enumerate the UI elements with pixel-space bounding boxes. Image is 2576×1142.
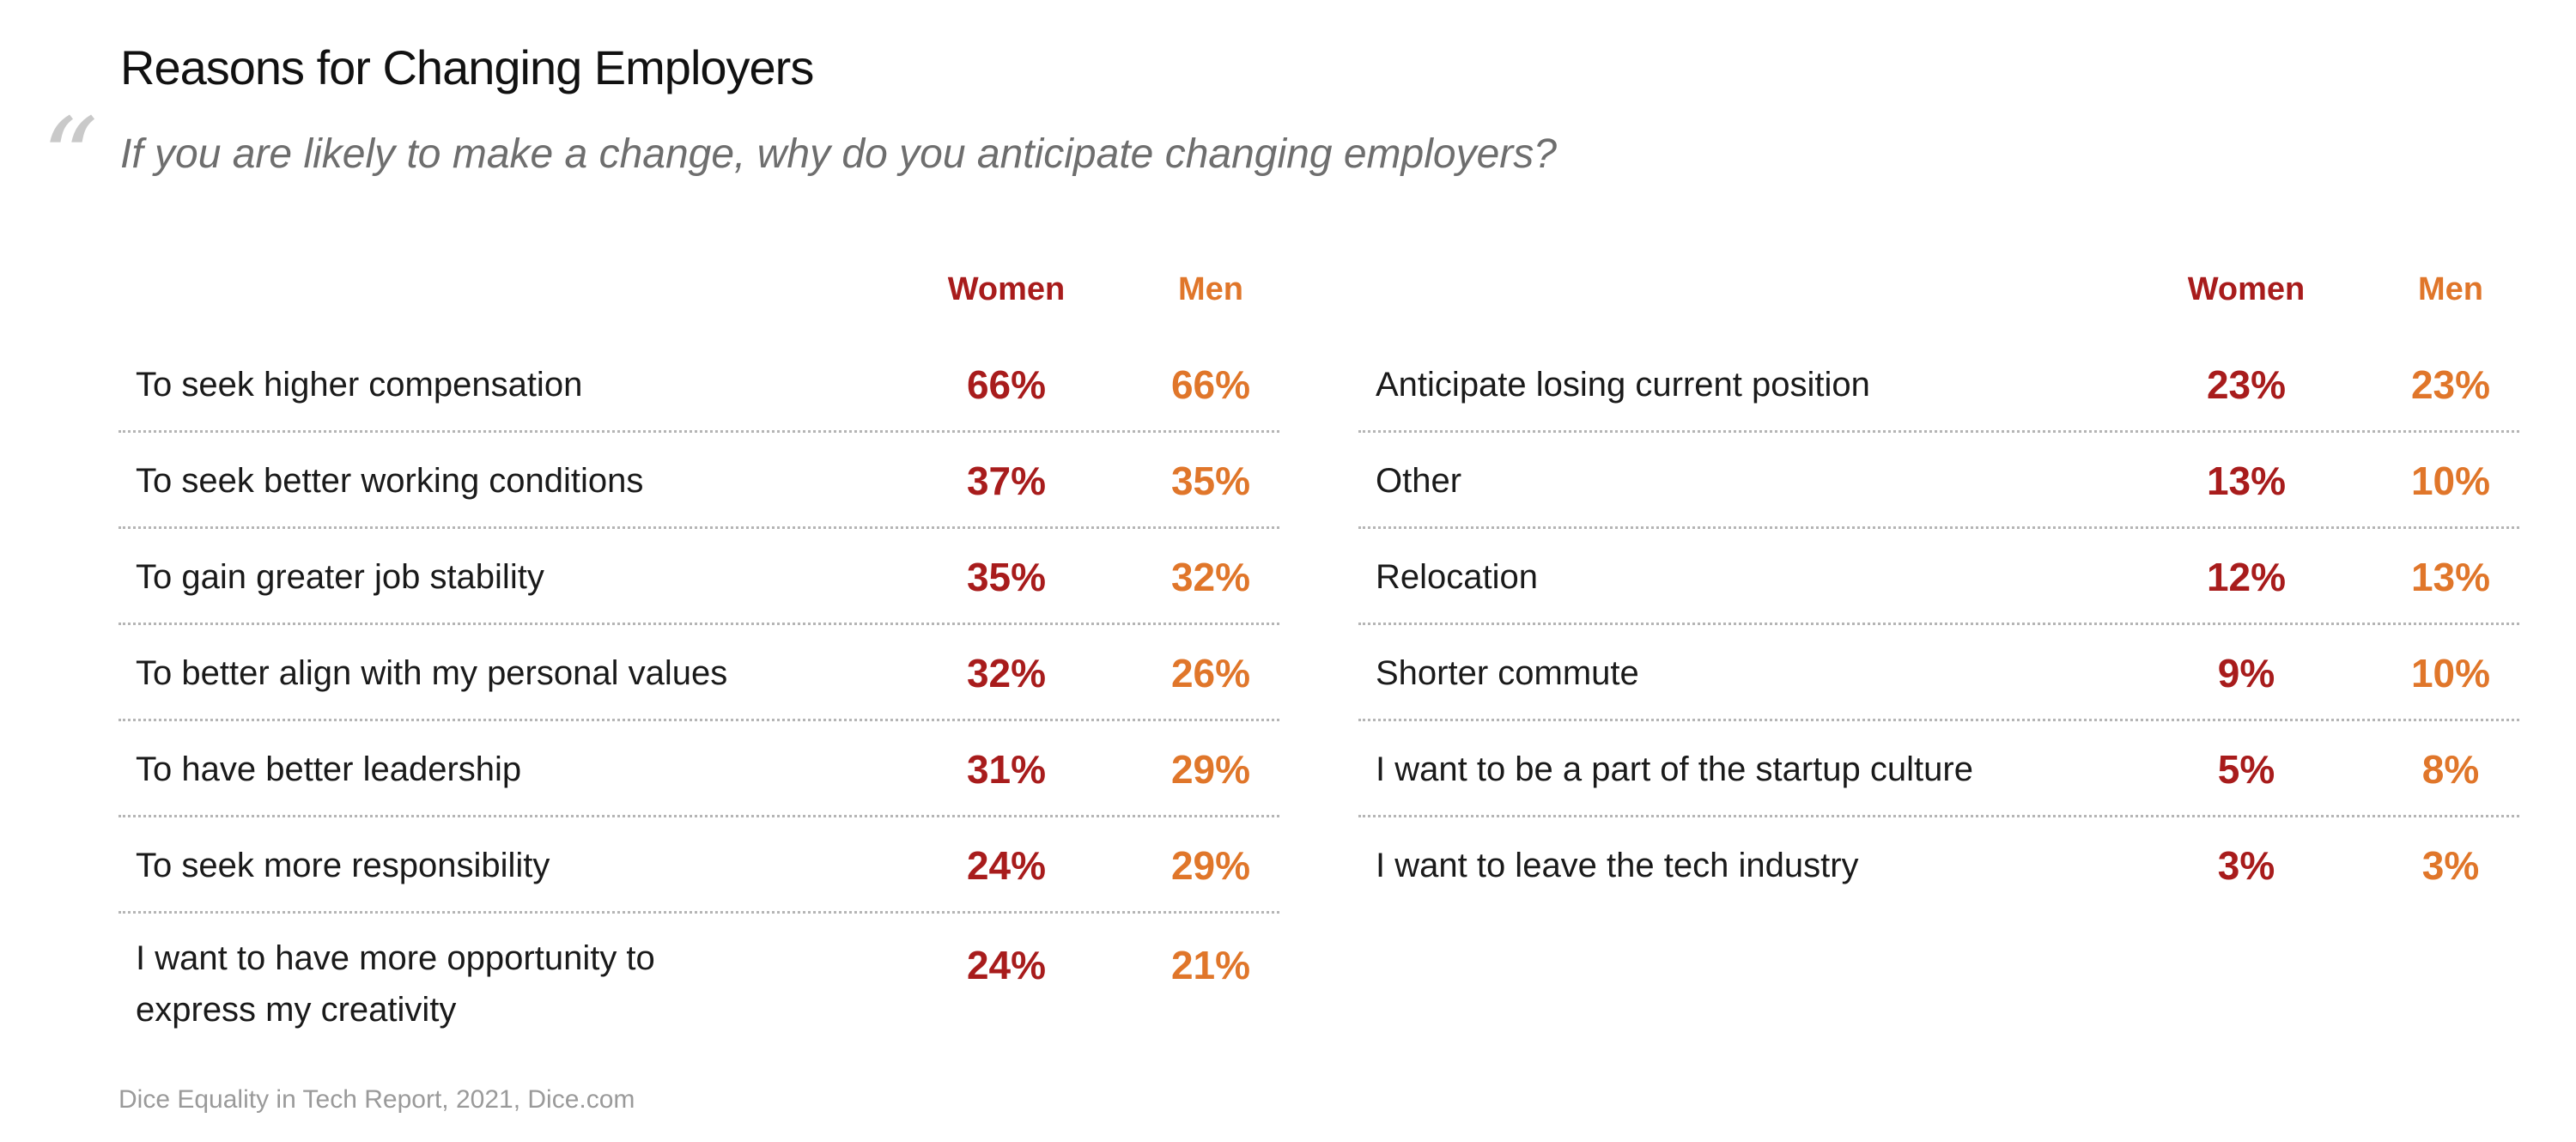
table-row: Anticipate losing current position 23% 23% <box>1358 337 2519 433</box>
row-label: To gain greater job stability <box>136 557 544 596</box>
men-value: 10% <box>2410 651 2491 696</box>
table-row: To seek better working conditions 37% 35% <box>118 433 1279 529</box>
row-label: Other <box>1376 461 1462 500</box>
right-table: Women Men Anticipate losing current posi… <box>1358 258 2519 914</box>
table-row: Other 13% 10% <box>1358 433 2519 529</box>
row-label: I want to have more opportunity to expre… <box>136 939 655 1029</box>
row-label: Anticipate losing current position <box>1376 365 1870 404</box>
right-table-header: Women Men <box>1358 258 2519 337</box>
men-value: 21% <box>1170 943 1251 987</box>
row-label: To have better leadership <box>136 750 522 788</box>
women-value: 32% <box>966 651 1047 696</box>
men-value: 32% <box>1170 555 1251 599</box>
men-value: 35% <box>1170 459 1251 503</box>
source-note: Dice Equality in Tech Report, 2021, Dice… <box>118 1085 635 1114</box>
women-value: 24% <box>966 843 1047 888</box>
table-row: I want to be a part of the startup cultu… <box>1358 721 2519 817</box>
women-value: 9% <box>2217 651 2275 696</box>
row-label: I want to be a part of the startup cultu… <box>1376 750 1973 788</box>
left-table: Women Men To seek higher compensation 66%… <box>118 258 1279 1061</box>
women-value: 13% <box>2206 459 2287 503</box>
women-value: 23% <box>2206 362 2287 407</box>
men-value: 29% <box>1170 843 1251 888</box>
men-value: 26% <box>1170 651 1251 696</box>
table-row: I want to have more opportunity to expre… <box>118 914 1279 1061</box>
table-row: To seek higher compensation 66% 66% <box>118 337 1279 433</box>
column-header-women: Women <box>947 271 1066 307</box>
table-row: To seek more responsibility 24% 29% <box>118 817 1279 914</box>
row-label: Relocation <box>1376 557 1539 596</box>
women-value: 5% <box>2217 747 2275 792</box>
column-header-men: Men <box>2418 271 2483 307</box>
men-value: 3% <box>2421 843 2480 888</box>
men-value: 66% <box>1170 362 1251 407</box>
table-row: I want to leave the tech industry 3% 3% <box>1358 817 2519 914</box>
women-value: 31% <box>966 747 1047 792</box>
women-value: 24% <box>966 943 1047 987</box>
row-label: To seek higher compensation <box>136 365 583 404</box>
row-label: Shorter commute <box>1376 653 1639 692</box>
women-value: 3% <box>2217 843 2275 888</box>
left-table-header: Women Men <box>118 258 1279 337</box>
men-value: 8% <box>2421 747 2480 792</box>
men-value: 23% <box>2410 362 2491 407</box>
row-label: I want to leave the tech industry <box>1376 846 1859 884</box>
women-value: 37% <box>966 459 1047 503</box>
chart-subtitle: If you are likely to make a change, why … <box>120 131 1557 177</box>
column-header-men: Men <box>1178 271 1243 307</box>
row-label: To better align with my personal values <box>136 653 728 692</box>
right-table-body: Anticipate losing current position 23% 23%… <box>1358 337 2519 914</box>
men-value: 13% <box>2410 555 2491 599</box>
table-row: To gain greater job stability 35% 32% <box>118 529 1279 625</box>
table-row: Shorter commute 9% 10% <box>1358 625 2519 721</box>
men-value: 10% <box>2410 459 2491 503</box>
chart-title: Reasons for Changing Employers <box>120 40 814 94</box>
women-value: 66% <box>966 362 1047 407</box>
row-label: To seek better working conditions <box>136 461 644 500</box>
row-label: To seek more responsibility <box>136 846 550 884</box>
quote-mark-icon: “ <box>41 94 99 224</box>
women-value: 35% <box>966 555 1047 599</box>
left-table-body: To seek higher compensation 66% 66% To seek… <box>118 337 1279 1061</box>
table-row: To better align with my personal values 3… <box>118 625 1279 721</box>
women-value: 12% <box>2206 555 2287 599</box>
table-row: To have better leadership 31% 29% <box>118 721 1279 817</box>
column-header-women: Women <box>2187 271 2306 307</box>
table-row: Relocation 12% 13% <box>1358 529 2519 625</box>
men-value: 29% <box>1170 747 1251 792</box>
